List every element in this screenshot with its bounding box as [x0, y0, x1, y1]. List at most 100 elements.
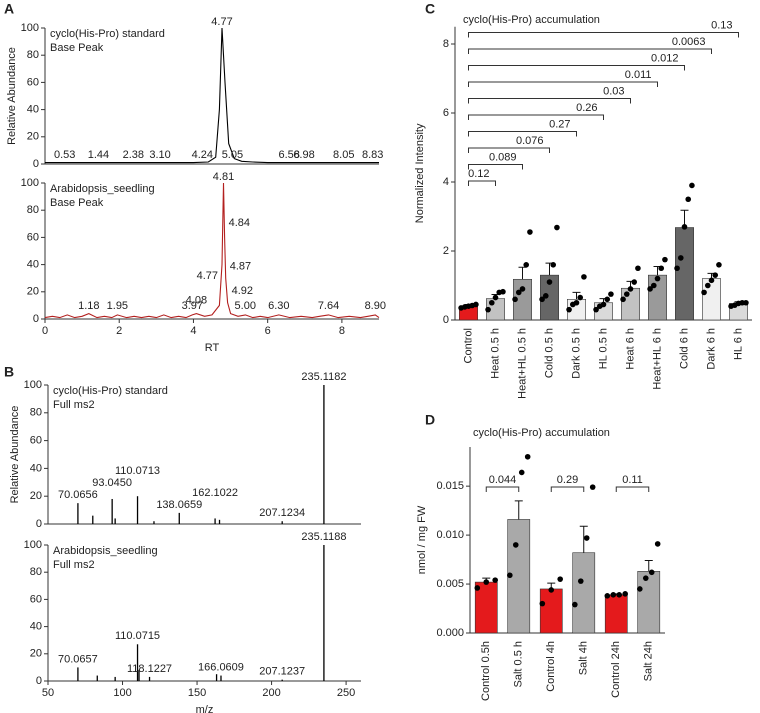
x-tick-label: 6: [265, 325, 271, 337]
data-point: [589, 484, 596, 490]
p-value: 0.11: [622, 474, 643, 486]
peak-label: 0.53: [54, 149, 75, 161]
data-point: [527, 229, 533, 235]
peak-label: 70.0656: [58, 489, 98, 501]
data-point: [701, 289, 707, 296]
data-point: [627, 286, 634, 292]
data-point: [648, 569, 655, 576]
peak-label: 4.08: [186, 295, 207, 307]
y-tick-label: 60: [27, 76, 39, 88]
trace: [44, 182, 380, 319]
data-point: [488, 299, 495, 306]
data-point: [581, 274, 587, 280]
peak-label: 110.0715: [115, 630, 160, 642]
data-point: [685, 196, 692, 203]
y-tick-label: 40: [30, 462, 42, 474]
y-tick-label: 80: [27, 49, 39, 61]
data-point: [548, 587, 555, 593]
data-point: [492, 294, 499, 301]
data-point: [557, 576, 563, 582]
y-tick-label: 100: [21, 22, 39, 34]
x-tick-label: 0: [42, 325, 48, 337]
panel-letter: C: [425, 1, 435, 17]
x-tick-label: HL 6 h: [732, 328, 744, 360]
data-point: [524, 453, 531, 460]
y-tick-label: 20: [30, 490, 42, 502]
data-point: [622, 591, 628, 597]
peak-label: 162.1022: [192, 487, 238, 499]
peak-label: 166.0609: [198, 661, 244, 673]
chart-title: cyclo(His-Pro) standard: [50, 28, 165, 40]
x-tick-label: Salt 4h: [578, 641, 590, 675]
peak-label: 5.00: [235, 300, 256, 312]
y-axis-label: Relative Abundance: [6, 47, 18, 145]
chart-title: cyclo(His-Pro) accumulation: [473, 427, 610, 439]
x-tick-label: Cold 0.5 h: [543, 328, 555, 378]
x-tick-label: Salt 24h: [643, 641, 655, 681]
peak-label: 7.64: [318, 300, 339, 312]
y-tick-label: 8: [443, 38, 449, 50]
chart-title: cyclo(His-Pro) accumulation: [463, 14, 600, 26]
y-tick-label: 0: [36, 518, 42, 530]
bar: [637, 571, 661, 634]
peak-label: 4.77: [211, 16, 232, 28]
y-tick-label: 0: [33, 313, 39, 325]
peak-label: 1.95: [107, 300, 128, 312]
y-tick-label: 6: [443, 107, 449, 119]
data-point: [539, 296, 545, 303]
data-point: [492, 577, 498, 583]
bar: [621, 287, 640, 321]
data-point: [554, 224, 560, 231]
axis-line: [454, 26, 752, 321]
p-value: 0.044: [489, 474, 517, 486]
data-point: [523, 262, 530, 268]
peak-label: 4.87: [230, 261, 251, 273]
data-point: [610, 592, 617, 598]
error-bar: [579, 525, 588, 553]
bar: [572, 552, 596, 634]
bar: [539, 588, 563, 634]
data-point: [635, 265, 641, 272]
chart-subtitle: Base Peak: [50, 42, 104, 54]
peak-label: 207.1237: [259, 666, 305, 678]
x-tick-label: Dark 6 h: [705, 328, 717, 370]
p-value: 0.13: [711, 19, 732, 31]
peak-label: 207.1234: [259, 507, 305, 519]
x-tick-label: Heat+HL 6 h: [651, 328, 663, 390]
significance-bracket: [485, 486, 520, 492]
data-point: [519, 286, 526, 292]
panel-letter: A: [4, 1, 14, 17]
data-point: [512, 296, 518, 303]
peak-label: 4.24: [192, 149, 213, 161]
data-point: [604, 593, 611, 599]
peak-label: 4.77: [197, 270, 218, 282]
error-bar: [644, 560, 653, 572]
y-tick-label: 100: [24, 379, 42, 391]
error-bar: [572, 291, 581, 300]
data-point: [637, 586, 643, 592]
p-value: 0.012: [651, 52, 679, 64]
data-point: [600, 301, 607, 308]
data-point: [674, 265, 680, 272]
y-tick-label: 80: [27, 204, 39, 216]
y-tick-label: 20: [27, 131, 39, 143]
peak-label: 138.0659: [156, 499, 202, 511]
peak-label: 8.90: [365, 300, 386, 312]
data-point: [550, 262, 557, 268]
x-axis-label: RT: [205, 342, 220, 354]
y-tick-label: 100: [21, 177, 39, 189]
peak-label: 1.18: [78, 300, 99, 312]
data-point: [485, 306, 491, 313]
data-point: [616, 592, 623, 598]
y-tick-label: 60: [30, 435, 42, 447]
y-tick-label: 80: [30, 566, 42, 578]
significance-bracket: [615, 486, 650, 492]
data-point: [681, 224, 688, 230]
y-tick-label: 4: [443, 176, 449, 188]
x-tick-label: Control: [462, 328, 474, 363]
peak-label: 4.84: [229, 217, 250, 229]
data-point: [483, 579, 490, 585]
data-point: [573, 299, 580, 306]
y-tick-label: 60: [27, 231, 39, 243]
trace: [45, 27, 379, 164]
